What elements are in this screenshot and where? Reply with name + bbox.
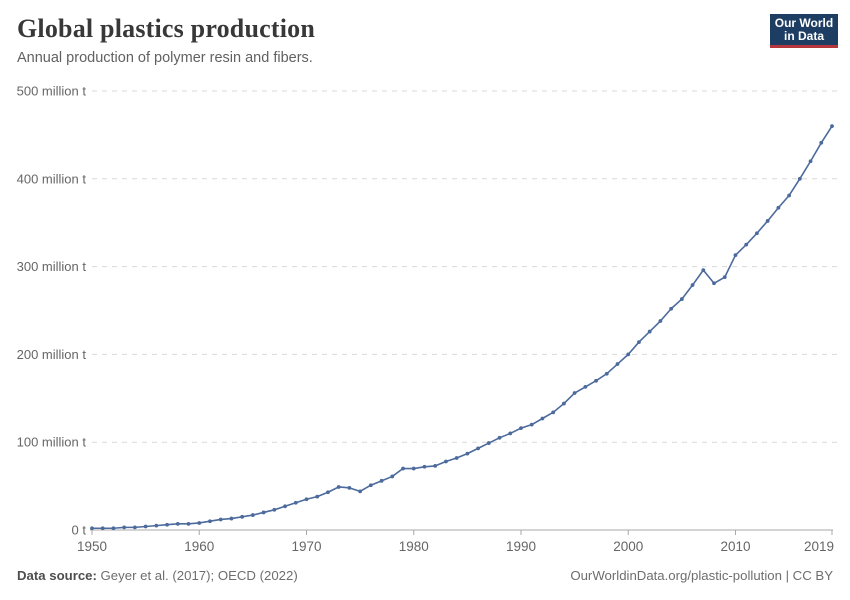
data-point-1999[interactable] (615, 362, 620, 366)
data-point-1992[interactable] (540, 416, 545, 421)
data-point-1967[interactable] (272, 507, 277, 512)
x-axis-label-1950: 1950 (77, 539, 107, 554)
x-axis-label-2019: 2019 (804, 539, 834, 554)
data-point-1977[interactable] (379, 478, 384, 483)
y-axis-label-200: 200 million t (17, 347, 87, 362)
data-point-1971[interactable] (315, 494, 320, 499)
owid-logo-line1: Our World (774, 15, 834, 30)
data-point-2010[interactable] (733, 253, 738, 258)
x-axis-label-2000: 2000 (613, 539, 643, 554)
data-point-1951[interactable] (100, 526, 105, 531)
data-point-1953[interactable] (122, 525, 127, 530)
data-source-note: Data source: Geyer et al. (2017); OECD (… (17, 568, 298, 583)
chart-footer: Data source: Geyer et al. (2017); OECD (… (17, 568, 833, 583)
data-point-1975[interactable] (358, 489, 363, 494)
data-source-text: Geyer et al. (2017); OECD (2022) (96, 568, 298, 583)
data-point-2007[interactable] (701, 268, 706, 273)
owid-logo-line2: in Data (783, 28, 824, 43)
page-title: Global plastics production (17, 14, 316, 43)
data-point-1991[interactable] (529, 422, 534, 427)
data-point-2017[interactable] (808, 159, 813, 164)
data-point-1970[interactable] (304, 497, 309, 502)
y-axis-label-500: 500 million t (17, 84, 87, 99)
data-point-2004[interactable] (669, 306, 674, 311)
y-axis-label-0: 0 t (72, 523, 87, 538)
data-point-1958[interactable] (175, 521, 180, 526)
data-point-1966[interactable] (261, 510, 266, 515)
data-point-2015[interactable] (787, 193, 792, 198)
data-point-1973[interactable] (336, 485, 341, 489)
data-point-1954[interactable] (132, 525, 137, 530)
series-line-world (91, 125, 833, 530)
data-point-2018[interactable] (819, 140, 824, 145)
data-point-1979[interactable] (401, 466, 405, 471)
x-axis-label-1980: 1980 (399, 539, 429, 554)
data-point-1980[interactable] (411, 466, 416, 471)
data-point-1957[interactable] (165, 522, 169, 527)
data-point-1956[interactable] (154, 523, 159, 528)
x-axis-label-2010: 2010 (720, 539, 750, 554)
data-point-1984[interactable] (454, 456, 459, 460)
x-axis-label-1990: 1990 (506, 539, 536, 554)
x-axis-label-1960: 1960 (184, 539, 214, 554)
data-point-1988[interactable] (497, 435, 502, 440)
data-point-2011[interactable] (744, 242, 749, 247)
data-point-1964[interactable] (240, 514, 245, 519)
owid-logo[interactable]: Our World in Data (770, 14, 838, 48)
data-point-1963[interactable] (229, 516, 234, 521)
data-point-1990[interactable] (519, 426, 523, 431)
data-point-1987[interactable] (486, 441, 491, 445)
data-point-1976[interactable] (368, 483, 373, 488)
data-point-1986[interactable] (476, 446, 480, 451)
data-point-1969[interactable] (293, 500, 298, 505)
data-point-2009[interactable] (722, 275, 727, 280)
data-point-1952[interactable] (111, 526, 116, 531)
data-point-1974[interactable] (347, 485, 352, 490)
data-point-1968[interactable] (283, 504, 287, 509)
data-point-1978[interactable] (390, 474, 395, 479)
data-point-2002[interactable] (647, 329, 652, 334)
data-point-1994[interactable] (561, 401, 566, 406)
data-point-1995[interactable] (572, 391, 577, 395)
y-axis-label-100: 100 million t (17, 435, 87, 450)
data-point-1998[interactable] (604, 371, 609, 376)
data-point-1972[interactable] (326, 490, 330, 495)
page-subtitle: Annual production of polymer resin and f… (17, 50, 313, 66)
y-axis-label-300: 300 million t (17, 259, 87, 274)
data-point-1981[interactable] (422, 464, 427, 469)
license-link[interactable]: OurWorldinData.org/plastic-pollution | C… (570, 568, 833, 583)
data-point-1950[interactable] (90, 526, 94, 531)
y-axis-label-400: 400 million t (17, 171, 87, 186)
data-point-2016[interactable] (797, 176, 802, 181)
data-point-1982[interactable] (433, 464, 438, 468)
data-point-2000[interactable] (626, 352, 631, 357)
data-point-2006[interactable] (690, 283, 695, 287)
data-point-1961[interactable] (208, 519, 212, 524)
data-point-2001[interactable] (637, 340, 641, 345)
data-point-2013[interactable] (765, 219, 770, 223)
data-point-1993[interactable] (551, 410, 556, 415)
data-point-2014[interactable] (776, 205, 781, 210)
data-source-label: Data source: (17, 568, 97, 583)
data-point-1983[interactable] (444, 459, 448, 464)
data-point-1985[interactable] (465, 451, 470, 456)
data-point-1962[interactable] (218, 517, 223, 522)
data-point-2005[interactable] (679, 297, 684, 301)
data-point-2012[interactable] (755, 231, 759, 236)
data-point-1989[interactable] (508, 431, 513, 436)
data-point-1959[interactable] (186, 521, 191, 526)
data-point-1960[interactable] (197, 521, 202, 525)
data-point-2003[interactable] (658, 319, 663, 323)
x-axis-label-1970: 1970 (291, 539, 321, 554)
data-point-1965[interactable] (250, 513, 255, 517)
data-point-2019[interactable] (830, 124, 834, 129)
data-point-1996[interactable] (583, 384, 588, 389)
data-point-1997[interactable] (594, 378, 598, 383)
data-point-1955[interactable] (143, 524, 148, 529)
data-point-2008[interactable] (712, 281, 716, 286)
